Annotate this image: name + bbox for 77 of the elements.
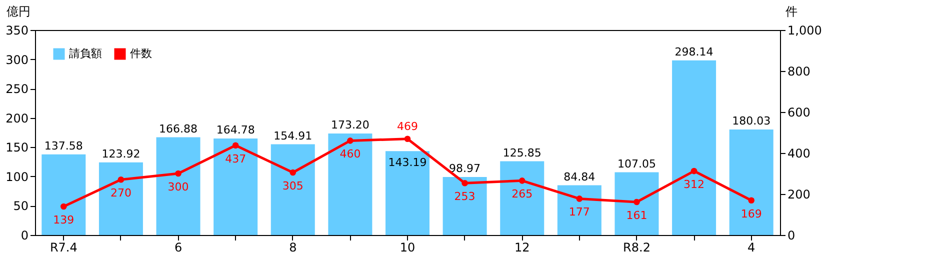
- x-tick-label: 8: [289, 240, 297, 254]
- data-label: 169: [740, 207, 762, 220]
- bar: [328, 134, 372, 235]
- data-label: 98.97: [449, 162, 481, 176]
- bar: [156, 137, 200, 235]
- y-tick-label: 200: [6, 111, 28, 126]
- data-label: 137.58: [44, 139, 83, 152]
- data-label: 312: [684, 178, 705, 192]
- data-label: 161: [626, 208, 648, 222]
- point: [518, 178, 526, 184]
- data-label: 173.20: [330, 118, 370, 132]
- bar: [270, 144, 315, 235]
- point: [748, 197, 755, 204]
- data-label: 265: [512, 188, 533, 201]
- data-label: 437: [225, 152, 246, 166]
- data-label: 469: [397, 120, 418, 133]
- bar: [42, 154, 86, 235]
- data-label: 123.92: [102, 147, 140, 160]
- data-label: 84.84: [564, 170, 596, 184]
- y-tick-label: 350: [6, 24, 28, 38]
- y-tick-label: 250: [6, 82, 28, 96]
- data-label: 253: [454, 190, 476, 204]
- y2-tick-label: 800: [788, 64, 810, 78]
- bar: [442, 177, 487, 235]
- data-label: 180.03: [732, 114, 771, 128]
- point: [175, 170, 182, 177]
- legend-label: 請負額: [69, 47, 102, 60]
- data-label: 270: [110, 186, 132, 200]
- data-label: 300: [168, 180, 189, 194]
- point: [634, 198, 640, 206]
- y2-tick-label: 600: [788, 106, 810, 120]
- y2-tick-label: 400: [788, 146, 810, 160]
- x-tick-label: 12: [514, 240, 530, 254]
- bar: [214, 138, 258, 235]
- y-tick-label: 300: [6, 52, 28, 67]
- data-label: 143.19: [388, 156, 427, 170]
- bar: [386, 151, 430, 235]
- y-tick-label: 0: [20, 228, 28, 242]
- point: [576, 196, 583, 202]
- y-tick-label: 150: [6, 140, 28, 155]
- point: [462, 180, 468, 186]
- x-tick-label: R7.4: [50, 240, 78, 254]
- y2-tick-label: 1,000: [788, 24, 822, 38]
- bar: [98, 162, 143, 235]
- x-tick-label: R8.2: [623, 240, 650, 254]
- bar: [672, 60, 716, 235]
- data-label: 177: [568, 206, 590, 219]
- point: [232, 142, 239, 149]
- point: [404, 136, 411, 142]
- y2-axis-title: 件: [786, 4, 798, 18]
- y-tick-label: 100: [6, 170, 28, 184]
- bar: [557, 185, 602, 235]
- data-label: 125.85: [502, 146, 542, 160]
- y2-tick-label: 0: [788, 228, 796, 242]
- data-label: 166.88: [159, 122, 198, 136]
- bar: [729, 130, 774, 235]
- bar: [500, 161, 544, 235]
- bar: [614, 172, 659, 235]
- legend-label: 件数: [130, 47, 152, 60]
- data-label: 298.14: [674, 45, 714, 58]
- y2-tick-label: 200: [788, 188, 810, 202]
- point: [60, 203, 67, 210]
- y-tick-label: 50: [13, 199, 28, 214]
- data-label: 154.91: [274, 129, 312, 142]
- y-axis-title: 億円: [6, 4, 30, 18]
- point: [290, 169, 296, 176]
- x-tick-label: 4: [748, 240, 756, 254]
- point: [690, 168, 698, 174]
- point: [118, 176, 124, 183]
- data-label: 164.78: [216, 123, 255, 136]
- x-tick-label: 6: [174, 240, 182, 254]
- data-label: 107.05: [617, 157, 656, 170]
- data-label: 139: [53, 214, 74, 227]
- point: [347, 138, 354, 144]
- x-tick-label: 10: [400, 240, 416, 254]
- data-label: 305: [282, 179, 304, 192]
- data-label: 460: [340, 148, 361, 161]
